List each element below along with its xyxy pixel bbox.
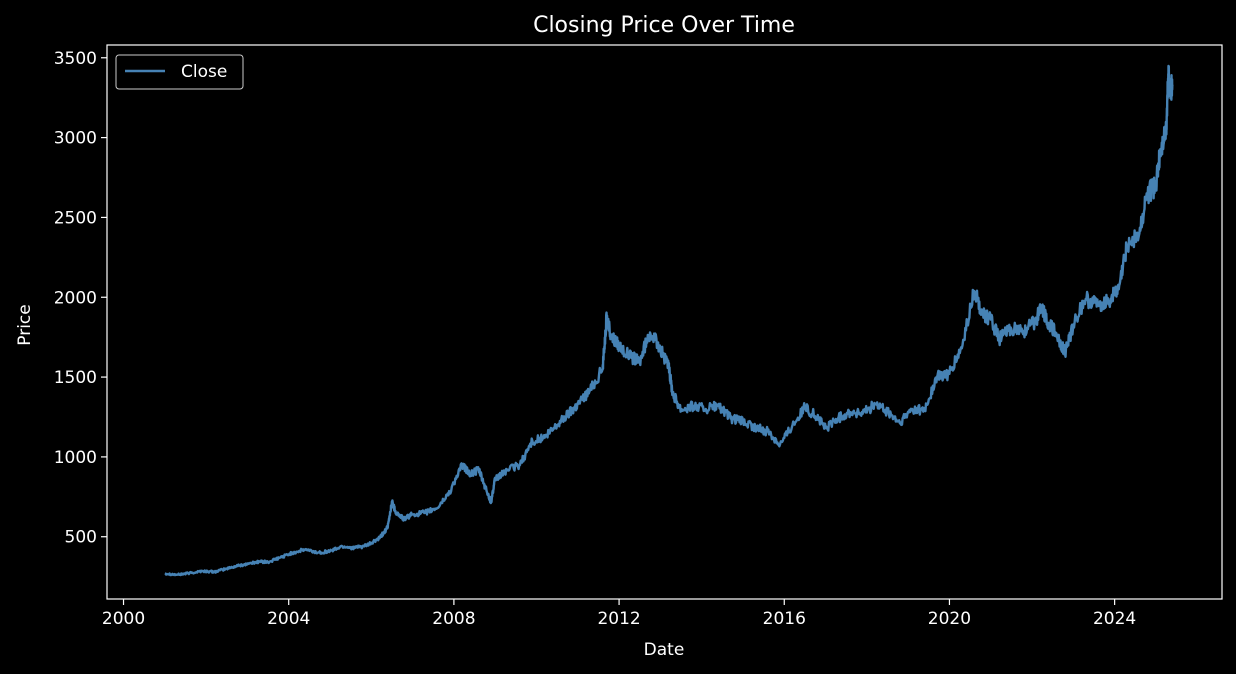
plot-area xyxy=(106,44,1223,600)
x-tick-label: 2000 xyxy=(102,609,145,629)
y-tick-label: 3000 xyxy=(54,129,97,149)
series-line-close xyxy=(164,64,1174,577)
series-layer xyxy=(164,64,1174,577)
y-axis-label: Price xyxy=(15,304,35,345)
x-tick-label: 2024 xyxy=(1093,609,1136,629)
x-tick-label: 2020 xyxy=(928,609,971,629)
y-tick-label: 2500 xyxy=(54,208,97,228)
x-tick-label: 2008 xyxy=(432,609,475,629)
x-axis-label: Date xyxy=(644,640,685,660)
x-tick-label: 2012 xyxy=(597,609,640,629)
y-tick-label: 2000 xyxy=(54,288,97,308)
legend: Close xyxy=(115,54,244,90)
y-tick-label: 500 xyxy=(65,528,97,548)
axis-ticks: 2000 2004 2008 2012 2016 2020 2024 500 1000 1500 2… xyxy=(54,49,1137,629)
legend-box xyxy=(115,54,244,90)
legend-label-close: Close xyxy=(181,62,227,82)
y-tick-label: 1000 xyxy=(54,448,97,468)
y-tick-label: 3500 xyxy=(54,49,97,69)
x-tick-label: 2004 xyxy=(267,609,310,629)
chart-title: Closing Price Over Time xyxy=(533,13,795,38)
x-tick-label: 2016 xyxy=(763,609,806,629)
y-tick-label: 1500 xyxy=(54,368,97,388)
